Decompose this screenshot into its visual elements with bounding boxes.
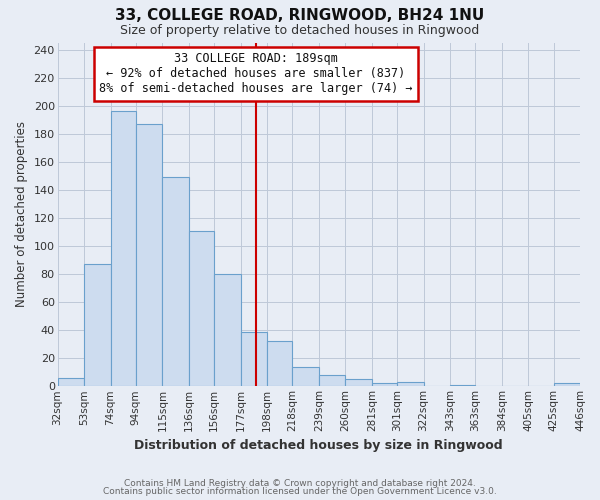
Bar [267, 342, 292, 386]
Bar [189, 230, 214, 386]
Bar [554, 384, 580, 386]
Bar [397, 382, 424, 386]
Bar [58, 378, 84, 386]
Text: Size of property relative to detached houses in Ringwood: Size of property relative to detached ho… [121, 24, 479, 37]
Bar [241, 332, 267, 386]
Bar [292, 366, 319, 386]
Bar [345, 379, 372, 386]
Bar [214, 274, 241, 386]
X-axis label: Distribution of detached houses by size in Ringwood: Distribution of detached houses by size … [134, 440, 503, 452]
Y-axis label: Number of detached properties: Number of detached properties [15, 122, 28, 308]
Text: Contains HM Land Registry data © Crown copyright and database right 2024.: Contains HM Land Registry data © Crown c… [124, 478, 476, 488]
Bar [110, 112, 136, 386]
Bar [372, 384, 397, 386]
Bar [163, 177, 189, 386]
Bar [84, 264, 110, 386]
Text: 33, COLLEGE ROAD, RINGWOOD, BH24 1NU: 33, COLLEGE ROAD, RINGWOOD, BH24 1NU [115, 8, 485, 22]
Text: Contains public sector information licensed under the Open Government Licence v3: Contains public sector information licen… [103, 487, 497, 496]
Bar [450, 385, 475, 386]
Text: 33 COLLEGE ROAD: 189sqm
← 92% of detached houses are smaller (837)
8% of semi-de: 33 COLLEGE ROAD: 189sqm ← 92% of detache… [99, 52, 412, 96]
Bar [136, 124, 163, 386]
Bar [319, 375, 345, 386]
